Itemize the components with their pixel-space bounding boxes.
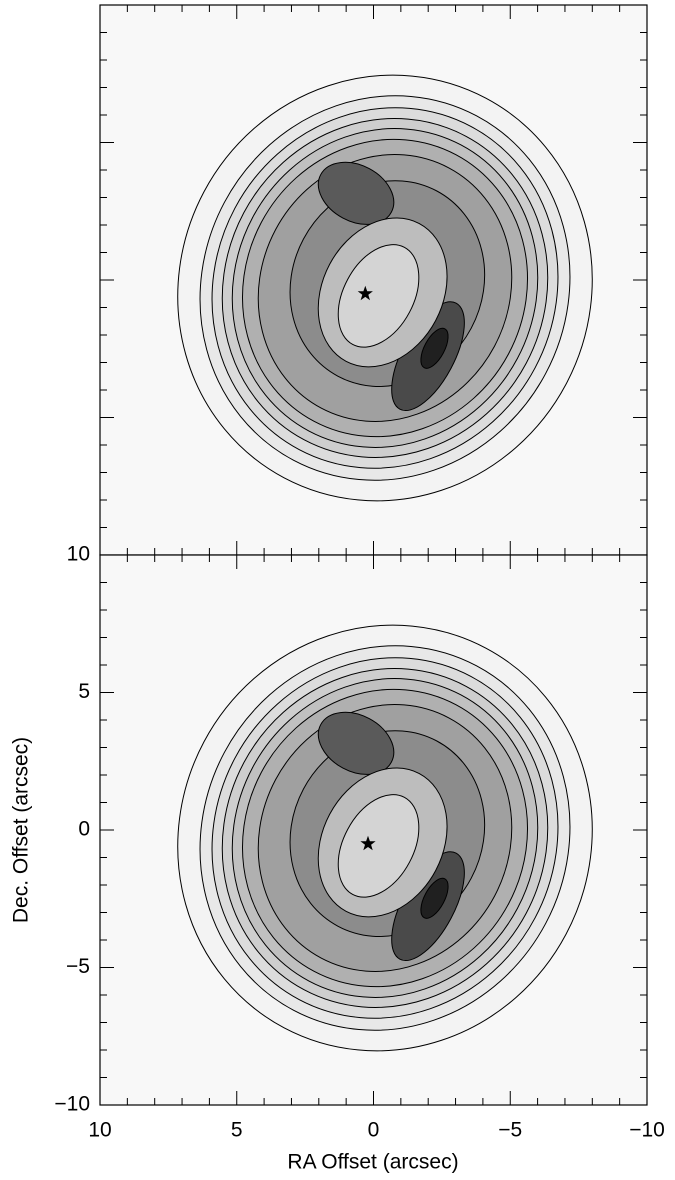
x-tick-label: 5: [231, 1119, 243, 1142]
contour-image: [177, 74, 593, 502]
x-tick-label: −10: [629, 1119, 665, 1142]
lobe-core: [420, 327, 449, 369]
contour: [337, 794, 420, 898]
y-tick-label: −10: [54, 1093, 90, 1116]
lobe: [317, 711, 395, 775]
x-tick-label: 0: [368, 1119, 380, 1142]
y-tick-label: 10: [67, 543, 90, 566]
contour-image: [177, 624, 593, 1052]
y-tick-label: 5: [78, 680, 90, 703]
star-marker: [357, 285, 373, 301]
x-axis-label: RA Offset (arcsec): [287, 1151, 458, 1174]
x-tick-label: 10: [88, 1119, 111, 1142]
lobe-core: [420, 877, 449, 919]
lobe: [317, 161, 395, 225]
y-axis-label: Dec. Offset (arcsec): [10, 737, 33, 923]
x-tick-label: −5: [498, 1119, 522, 1142]
y-tick-label: −5: [66, 955, 90, 978]
contour: [337, 244, 420, 348]
y-tick-label: 0: [78, 818, 90, 841]
star-marker: [360, 835, 376, 851]
